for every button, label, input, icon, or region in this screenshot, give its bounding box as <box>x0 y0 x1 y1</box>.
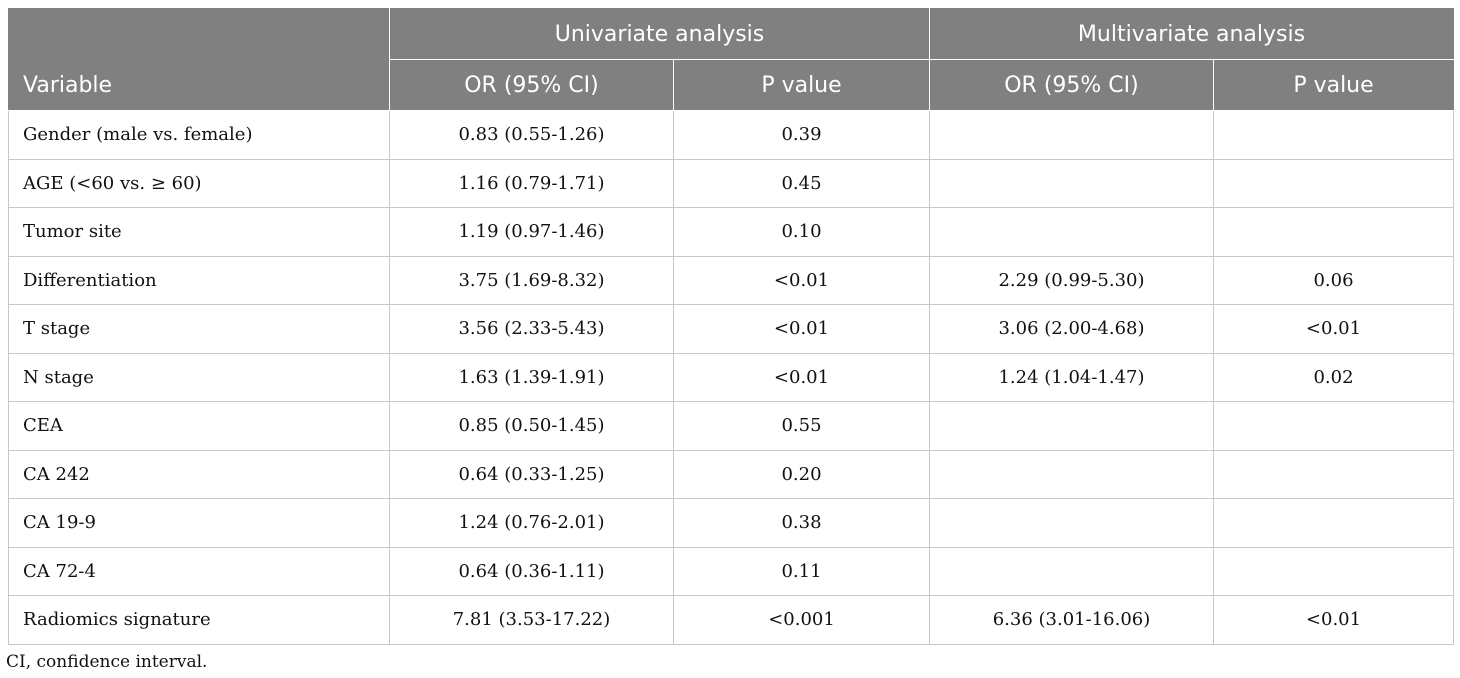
cell-univariate-p-value: 0.39 <box>673 110 930 160</box>
cell-univariate-p-value: <0.01 <box>673 352 930 402</box>
table-footnote: CI, confidence interval. <box>6 652 208 672</box>
cell-univariate-p-value: 0.38 <box>673 498 930 548</box>
table-row: N stage 1.63 (1.39-1.91) <0.01 1.24 (1.04-1… <box>8 352 1454 402</box>
cell-univariate-p-value: 0.20 <box>673 449 930 499</box>
header-univariate-or-ci: OR (95% CI) <box>389 59 674 111</box>
table-row: T stage 3.56 (2.33-5.43) <0.01 3.06 (2.00-4… <box>8 304 1454 354</box>
header-group-row: Variable Univariate analysis Multivariat… <box>8 8 1454 111</box>
cell-multivariate-p-value: 0.02 <box>1213 352 1454 402</box>
header-univariate-analysis: Univariate analysis <box>389 8 930 60</box>
cell-multivariate-or-ci <box>929 110 1214 160</box>
cell-univariate-p-value: <0.01 <box>673 255 930 305</box>
cell-univariate-or-ci: 0.83 (0.55-1.26) <box>389 110 674 160</box>
header-multivariate-p-value: P value <box>1213 59 1454 111</box>
cell-variable: CA 72-4 <box>8 546 390 596</box>
cell-univariate-or-ci: 0.64 (0.36-1.11) <box>389 546 674 596</box>
cell-univariate-or-ci: 1.16 (0.79-1.71) <box>389 158 674 208</box>
table-header: Variable Univariate analysis Multivariat… <box>8 8 1454 111</box>
odds-ratio-table: Variable Univariate analysis Multivariat… <box>8 8 1454 645</box>
cell-multivariate-or-ci: 3.06 (2.00-4.68) <box>929 304 1214 354</box>
cell-variable: CA 242 <box>8 449 390 499</box>
cell-variable: T stage <box>8 304 390 354</box>
cell-univariate-or-ci: 3.56 (2.33-5.43) <box>389 304 674 354</box>
table-row: Radiomics signature 7.81 (3.53-17.22) <0.0… <box>8 595 1454 645</box>
cell-univariate-or-ci: 0.64 (0.33-1.25) <box>389 449 674 499</box>
table-row: CA 19-9 1.24 (0.76-2.01) 0.38 <box>8 498 1454 548</box>
cell-variable: Gender (male vs. female) <box>8 110 390 160</box>
cell-multivariate-or-ci <box>929 449 1214 499</box>
cell-multivariate-p-value: <0.01 <box>1213 304 1454 354</box>
header-variable: Variable <box>8 8 390 111</box>
cell-univariate-p-value: 0.10 <box>673 207 930 257</box>
cell-multivariate-p-value <box>1213 158 1454 208</box>
cell-multivariate-p-value <box>1213 401 1454 451</box>
cell-univariate-or-ci: 0.85 (0.50-1.45) <box>389 401 674 451</box>
cell-multivariate-or-ci: 1.24 (1.04-1.47) <box>929 352 1214 402</box>
cell-variable: Tumor site <box>8 207 390 257</box>
cell-variable: Radiomics signature <box>8 595 390 645</box>
cell-multivariate-or-ci <box>929 207 1214 257</box>
cell-multivariate-p-value <box>1213 110 1454 160</box>
cell-variable: AGE (<60 vs. ≥ 60) <box>8 158 390 208</box>
cell-multivariate-p-value: 0.06 <box>1213 255 1454 305</box>
cell-multivariate-p-value: <0.01 <box>1213 595 1454 645</box>
cell-univariate-p-value: <0.001 <box>673 595 930 645</box>
cell-univariate-or-ci: 1.24 (0.76-2.01) <box>389 498 674 548</box>
results-table-container: Variable Univariate analysis Multivariat… <box>8 8 1454 645</box>
header-sub-row: OR (95% CI) P value OR (95% CI) P value <box>9 59 1454 111</box>
table-body: Gender (male vs. female) 0.83 (0.55-1.26)… <box>8 110 1454 645</box>
header-multivariate-analysis: Multivariate analysis <box>929 8 1454 60</box>
cell-univariate-or-ci: 1.19 (0.97-1.46) <box>389 207 674 257</box>
cell-univariate-p-value: 0.55 <box>673 401 930 451</box>
table-row: CA 72-4 0.64 (0.36-1.11) 0.11 <box>8 546 1454 596</box>
cell-variable: CA 19-9 <box>8 498 390 548</box>
cell-univariate-p-value: 0.45 <box>673 158 930 208</box>
cell-multivariate-or-ci: 6.36 (3.01-16.06) <box>929 595 1214 645</box>
cell-multivariate-or-ci <box>929 158 1214 208</box>
cell-variable: N stage <box>8 352 390 402</box>
table-row: Differentiation 3.75 (1.69-8.32) <0.01 2.29… <box>8 255 1454 305</box>
cell-variable: Differentiation <box>8 255 390 305</box>
cell-variable: CEA <box>8 401 390 451</box>
table-row: CEA 0.85 (0.50-1.45) 0.55 <box>8 401 1454 451</box>
cell-multivariate-p-value <box>1213 207 1454 257</box>
header-univariate-p-value: P value <box>673 59 930 111</box>
cell-multivariate-p-value <box>1213 546 1454 596</box>
cell-univariate-or-ci: 1.63 (1.39-1.91) <box>389 352 674 402</box>
table-row: AGE (<60 vs. ≥ 60) 1.16 (0.79-1.71) 0.45 <box>8 158 1454 208</box>
cell-multivariate-p-value <box>1213 449 1454 499</box>
cell-multivariate-or-ci: 2.29 (0.99-5.30) <box>929 255 1214 305</box>
cell-multivariate-or-ci <box>929 401 1214 451</box>
cell-univariate-or-ci: 7.81 (3.53-17.22) <box>389 595 674 645</box>
table-row: CA 242 0.64 (0.33-1.25) 0.20 <box>8 449 1454 499</box>
header-multivariate-or-ci: OR (95% CI) <box>929 59 1214 111</box>
cell-univariate-p-value: <0.01 <box>673 304 930 354</box>
table-row: Tumor site 1.19 (0.97-1.46) 0.10 <box>8 207 1454 257</box>
cell-univariate-p-value: 0.11 <box>673 546 930 596</box>
cell-multivariate-or-ci <box>929 498 1214 548</box>
cell-univariate-or-ci: 3.75 (1.69-8.32) <box>389 255 674 305</box>
table-row: Gender (male vs. female) 0.83 (0.55-1.26)… <box>8 110 1454 160</box>
cell-multivariate-or-ci <box>929 546 1214 596</box>
cell-multivariate-p-value <box>1213 498 1454 548</box>
